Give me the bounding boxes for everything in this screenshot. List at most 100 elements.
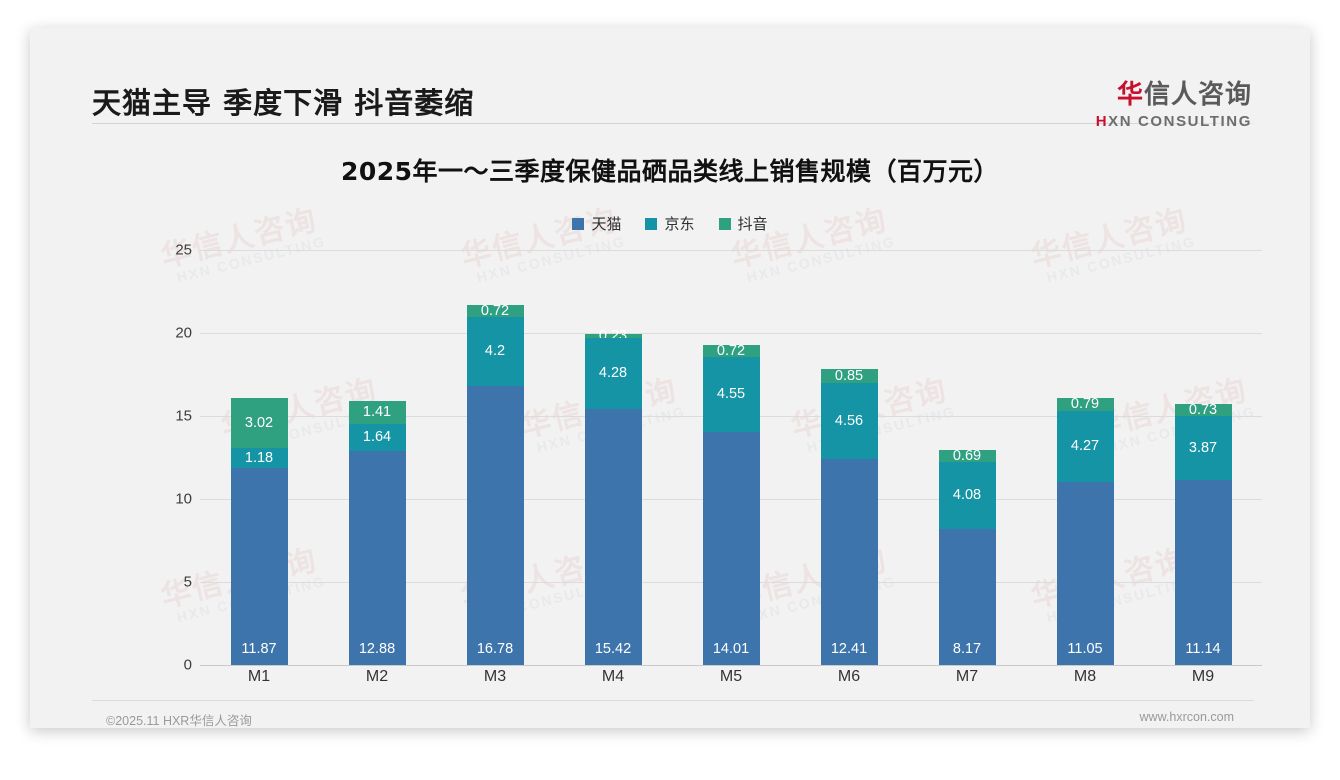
bar-segment-京东-M5[interactable]: 4.55: [702, 356, 760, 433]
bar-segment-京东-M4[interactable]: 4.28: [584, 337, 642, 410]
bar-segment-抖音-M7[interactable]: 0.69: [938, 447, 996, 464]
bar-segment-天猫-M2[interactable]: 12.88: [348, 451, 406, 665]
bar-segment-抖音-M6[interactable]: 0.85: [820, 368, 878, 384]
legend-label: 抖音: [737, 215, 768, 233]
legend-swatch-icon: [645, 217, 658, 230]
x-axis-tick-label: M4: [601, 668, 625, 685]
bar-column-M1[interactable]: 3.02 1.18 11.87: [200, 250, 318, 665]
bar-column-M8[interactable]: 0.79 4.27 11.05: [1026, 250, 1144, 665]
bar-value-label: 14.01: [712, 640, 750, 657]
logo-cn-accent: 华: [1116, 80, 1144, 110]
bar-value-label: 0.69: [952, 447, 982, 464]
bar-value-label: 15.42: [594, 640, 632, 657]
bar-column-M2[interactable]: 1.41 1.64 12.88: [318, 250, 436, 665]
x-axis-tick-label: M6: [837, 668, 861, 685]
chart-plot-area: 0 5 10 15 20 25 3.02 1.18 11.87 1.41 1.64 12.88 0.7…: [162, 242, 1262, 674]
logo-en-accent: H: [1095, 113, 1109, 130]
x-axis-labels: M1 M2 M3 M4 M5 M6 M7 M8 M9: [200, 668, 1262, 686]
bar-column-M7[interactable]: 0.69 4.08 8.17: [908, 250, 1026, 665]
bar-segment-京东-M7[interactable]: 4.08: [938, 461, 996, 530]
bar-segment-京东-M2[interactable]: 1.64: [348, 423, 406, 452]
legend-item-抖音[interactable]: 抖音: [718, 213, 768, 234]
bar-segment-天猫-M6[interactable]: 12.41: [820, 459, 878, 665]
bar-segment-天猫-M1[interactable]: 11.87: [230, 467, 288, 665]
bar-value-label: 8.17: [952, 640, 982, 657]
bar-segment-天猫-M3[interactable]: 16.78: [466, 386, 524, 665]
bar-value-label: 4.28: [598, 365, 628, 382]
bar-segment-天猫-M9[interactable]: 11.14: [1174, 480, 1232, 665]
bar-value-label: 0.72: [716, 342, 746, 359]
logo-english: HXN CONSULTING: [1096, 113, 1252, 130]
footer-divider: [92, 700, 1254, 701]
bar-value-label: 4.55: [716, 386, 746, 403]
bar-value-label: 12.41: [830, 640, 868, 657]
legend-label: 京东: [664, 215, 695, 233]
bar-segment-京东-M8[interactable]: 4.27: [1056, 410, 1114, 482]
bar-value-label: 1.41: [362, 404, 392, 421]
legend-item-京东[interactable]: 京东: [645, 213, 695, 234]
bar-segment-天猫-M7[interactable]: 8.17: [938, 529, 996, 665]
bar-segment-抖音-M3[interactable]: 0.72: [466, 302, 524, 319]
slide-canvas: 华信人咨询 HXN CONSULTING 华信人咨询 HXN CONSULTING 华信…: [30, 28, 1310, 728]
y-axis-tick-label: 20: [175, 324, 192, 342]
bar-value-label: 3.87: [1188, 439, 1218, 456]
stacked-bar[interactable]: 0.85 4.56 12.41: [820, 368, 878, 665]
gridline: [200, 250, 1262, 251]
brand-logo: 华信人咨询 HXN CONSULTING: [1096, 74, 1252, 130]
x-axis-tick-label: M2: [365, 668, 389, 685]
y-axis-tick-label: 25: [175, 241, 192, 259]
stacked-bar[interactable]: 0.72 4.2 16.78: [466, 302, 524, 665]
bar-segment-京东-M6[interactable]: 4.56: [820, 383, 878, 459]
bar-value-label: 11.14: [1185, 640, 1221, 657]
bar-segment-抖音-M8[interactable]: 0.79: [1056, 395, 1114, 412]
bar-value-label: 0.73: [1188, 401, 1218, 418]
x-axis-tick-label: M9: [1191, 668, 1215, 685]
bar-column-M9[interactable]: 0.73 3.87 11.14: [1144, 250, 1262, 665]
x-axis-tick-label: M7: [955, 668, 979, 685]
bar-segment-抖音-M5[interactable]: 0.72: [702, 342, 760, 359]
logo-chinese: 华信人咨询: [1096, 74, 1252, 111]
logo-cn-rest: 信人咨询: [1143, 80, 1252, 110]
bar-segment-天猫-M8[interactable]: 11.05: [1056, 481, 1114, 665]
bar-value-label: 3.02: [244, 415, 274, 432]
chart-title: 2025年一～三季度保健品硒品类线上销售规模（百万元）: [340, 157, 1000, 186]
stacked-bar[interactable]: 0.79 4.27 11.05: [1056, 395, 1114, 665]
bar-value-label: 0.85: [834, 368, 864, 384]
bar-segment-抖音-M2[interactable]: 1.41: [348, 400, 406, 424]
legend-item-天猫[interactable]: 天猫: [572, 213, 621, 234]
stacked-bar[interactable]: 1.41 1.64 12.88: [348, 400, 406, 665]
bar-value-label: 0.79: [1070, 395, 1100, 412]
bar-column-M6[interactable]: 0.85 4.56 12.41: [790, 250, 908, 665]
bar-value-label: 4.56: [834, 412, 864, 429]
bar-segment-京东-M3[interactable]: 4.2: [466, 316, 524, 387]
x-axis-tick-label: M8: [1073, 668, 1097, 685]
bar-segment-抖音-M9[interactable]: 0.73: [1174, 401, 1232, 418]
stacked-bar[interactable]: 3.02 1.18 11.87: [230, 398, 288, 665]
x-axis-tick-label: M5: [719, 668, 743, 685]
legend-swatch-icon: [572, 217, 585, 230]
bar-column-M4[interactable]: 0.23 4.28 15.42: [554, 250, 672, 665]
bar-value-label: 1.18: [244, 449, 274, 466]
y-axis-tick-label: 10: [175, 490, 192, 508]
gridline: [200, 333, 1262, 334]
bar-segment-京东-M9[interactable]: 3.87: [1174, 415, 1232, 481]
x-axis-tick-label: M3: [483, 668, 507, 685]
bar-column-M3[interactable]: 0.72 4.2 16.78: [436, 250, 554, 665]
chart-legend: 天猫 京东 抖音: [30, 213, 1310, 234]
stacked-bar[interactable]: 0.23 4.28 15.42: [584, 329, 642, 665]
bar-segment-天猫-M4[interactable]: 15.42: [584, 409, 642, 665]
bar-value-label: 11.87: [241, 640, 277, 657]
x-axis-tick-label: M1: [247, 668, 271, 685]
stacked-bar[interactable]: 0.69 4.08 8.17: [938, 447, 996, 665]
gridline: [200, 665, 1262, 666]
stacked-bar[interactable]: 0.73 3.87 11.14: [1174, 401, 1232, 665]
bar-value-label: 0.72: [480, 302, 510, 319]
bar-column-M5[interactable]: 0.72 4.55 14.01: [672, 250, 790, 665]
bar-value-label: 4.08: [952, 487, 982, 504]
bar-series-container: 3.02 1.18 11.87 1.41 1.64 12.88 0.72 4.2 16.78 0.…: [200, 250, 1262, 665]
bar-segment-抖音-M1[interactable]: 3.02: [230, 398, 288, 449]
bar-segment-京东-M1[interactable]: 1.18: [230, 448, 288, 468]
bar-segment-天猫-M5[interactable]: 14.01: [702, 432, 760, 665]
stacked-bar[interactable]: 0.72 4.55 14.01: [702, 342, 760, 665]
bar-value-label: 12.88: [358, 640, 396, 657]
